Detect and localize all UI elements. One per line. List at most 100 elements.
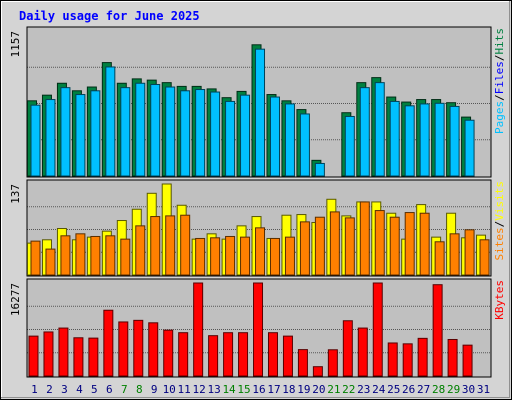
bar-kbytes-day-9 — [148, 322, 159, 377]
bar-kbytes-day-6 — [103, 309, 114, 377]
legend-entry: Hits — [493, 28, 506, 55]
bar-files-day-5 — [90, 90, 101, 177]
x-tick-label: 18 — [282, 383, 295, 396]
bar-kbytes-day-16 — [253, 282, 264, 377]
bar-kbytes-day-26 — [402, 343, 413, 377]
bar-kbytes-day-28 — [432, 284, 443, 377]
x-tick-label: 3 — [61, 383, 68, 396]
bar-kbytes-day-17 — [267, 332, 278, 377]
x-tick-label: 10 — [163, 383, 176, 396]
bar-kbytes-day-8 — [133, 319, 144, 377]
x-tick-label: 9 — [151, 383, 158, 396]
bar-sites-day-8 — [135, 225, 146, 276]
x-tick-label: 29 — [447, 383, 460, 396]
x-tick-label: 5 — [91, 383, 98, 396]
x-tick-label: 31 — [477, 383, 490, 396]
bar-kbytes-day-2 — [43, 331, 54, 377]
bar-files-day-25 — [389, 100, 400, 177]
bar-files-day-17 — [269, 96, 280, 177]
bar-kbytes-day-23 — [357, 327, 368, 377]
chart-title: Daily usage for June 2025 — [19, 9, 200, 23]
x-tick-label: 22 — [342, 383, 355, 396]
x-tick-label: 11 — [178, 383, 191, 396]
bar-sites-day-3 — [60, 235, 71, 276]
x-tick-label: 16 — [252, 383, 265, 396]
bar-kbytes-day-25 — [387, 342, 398, 377]
bar-sites-day-4 — [75, 233, 86, 276]
legend-entry: KBytes — [493, 280, 506, 320]
bar-kbytes-day-27 — [417, 337, 428, 377]
bar-sites-day-7 — [120, 238, 131, 276]
bar-files-day-12 — [195, 89, 206, 177]
bar-files-day-26 — [404, 105, 415, 177]
bar-files-day-27 — [419, 103, 430, 177]
bar-kbytes-day-5 — [88, 337, 99, 377]
bar-sites-day-24 — [374, 210, 385, 276]
bar-sites-day-6 — [105, 235, 116, 276]
bar-kbytes-day-30 — [462, 344, 473, 377]
bar-sites-day-11 — [180, 214, 191, 276]
x-tick-label: 24 — [372, 383, 386, 396]
x-tick-label: 7 — [121, 383, 128, 396]
bar-files-day-9 — [150, 84, 161, 177]
bar-kbytes-day-15 — [238, 332, 249, 377]
bar-sites-day-5 — [90, 235, 101, 276]
bar-files-day-1 — [30, 104, 41, 177]
bar-kbytes-day-20 — [312, 366, 323, 377]
bar-kbytes-day-12 — [193, 282, 204, 377]
x-tick-label: 23 — [357, 383, 370, 396]
bar-kbytes-day-10 — [163, 329, 174, 377]
bar-sites-day-19 — [299, 221, 310, 276]
x-tick-label: 26 — [402, 383, 415, 396]
bar-kbytes-day-11 — [178, 332, 189, 377]
y-max-label-kbytes: 16277 — [9, 283, 22, 316]
x-tick-label: 14 — [222, 383, 236, 396]
x-tick-label: 17 — [267, 383, 280, 396]
bar-kbytes-day-14 — [223, 332, 234, 377]
x-tick-label: 8 — [136, 383, 143, 396]
bar-sites-day-30 — [464, 229, 475, 276]
bar-files-day-18 — [284, 103, 295, 177]
bar-sites-day-28 — [434, 241, 445, 276]
x-tick-label: 27 — [417, 383, 430, 396]
bar-files-day-7 — [120, 87, 131, 177]
bar-sites-day-18 — [284, 236, 295, 276]
bar-files-day-4 — [75, 94, 86, 177]
bar-kbytes-day-22 — [342, 320, 353, 377]
bar-files-day-13 — [210, 91, 221, 177]
x-tick-label: 20 — [312, 383, 325, 396]
bar-kbytes-day-1 — [28, 335, 39, 377]
legend-entry: Files — [493, 61, 506, 94]
y-max-label-visits-sites: 137 — [9, 184, 22, 204]
bar-kbytes-day-18 — [282, 335, 293, 377]
bar-sites-day-1 — [30, 240, 41, 276]
legend-entry: Sites — [493, 227, 506, 260]
bar-sites-day-22 — [344, 217, 355, 276]
bar-sites-day-2 — [45, 248, 56, 276]
bar-files-day-6 — [105, 66, 116, 177]
legend-entry: / — [493, 221, 506, 228]
bar-sites-day-29 — [449, 233, 460, 276]
bar-sites-day-26 — [404, 212, 415, 276]
legend-entry: / — [493, 55, 506, 62]
bar-kbytes-day-21 — [327, 349, 338, 377]
x-tick-label: 30 — [462, 383, 475, 396]
bar-kbytes-day-19 — [297, 349, 308, 377]
bar-sites-day-12 — [195, 237, 206, 276]
bar-sites-day-16 — [255, 227, 266, 276]
bar-kbytes-day-29 — [447, 338, 458, 377]
bar-sites-day-31 — [479, 239, 490, 276]
legend-entry: / — [493, 94, 506, 101]
x-tick-label: 12 — [193, 383, 206, 396]
bar-sites-day-23 — [359, 201, 370, 276]
x-tick-label: 28 — [432, 383, 445, 396]
legend-entry: Visits — [493, 181, 506, 221]
y-max-label-hits-files-pages: 1157 — [9, 31, 22, 58]
bar-kbytes-day-24 — [372, 282, 383, 377]
x-tick-label: 19 — [297, 383, 310, 396]
bar-files-day-22 — [344, 115, 355, 177]
bar-sites-day-15 — [240, 236, 251, 276]
bar-sites-day-9 — [150, 216, 161, 276]
bar-files-day-23 — [359, 87, 370, 177]
